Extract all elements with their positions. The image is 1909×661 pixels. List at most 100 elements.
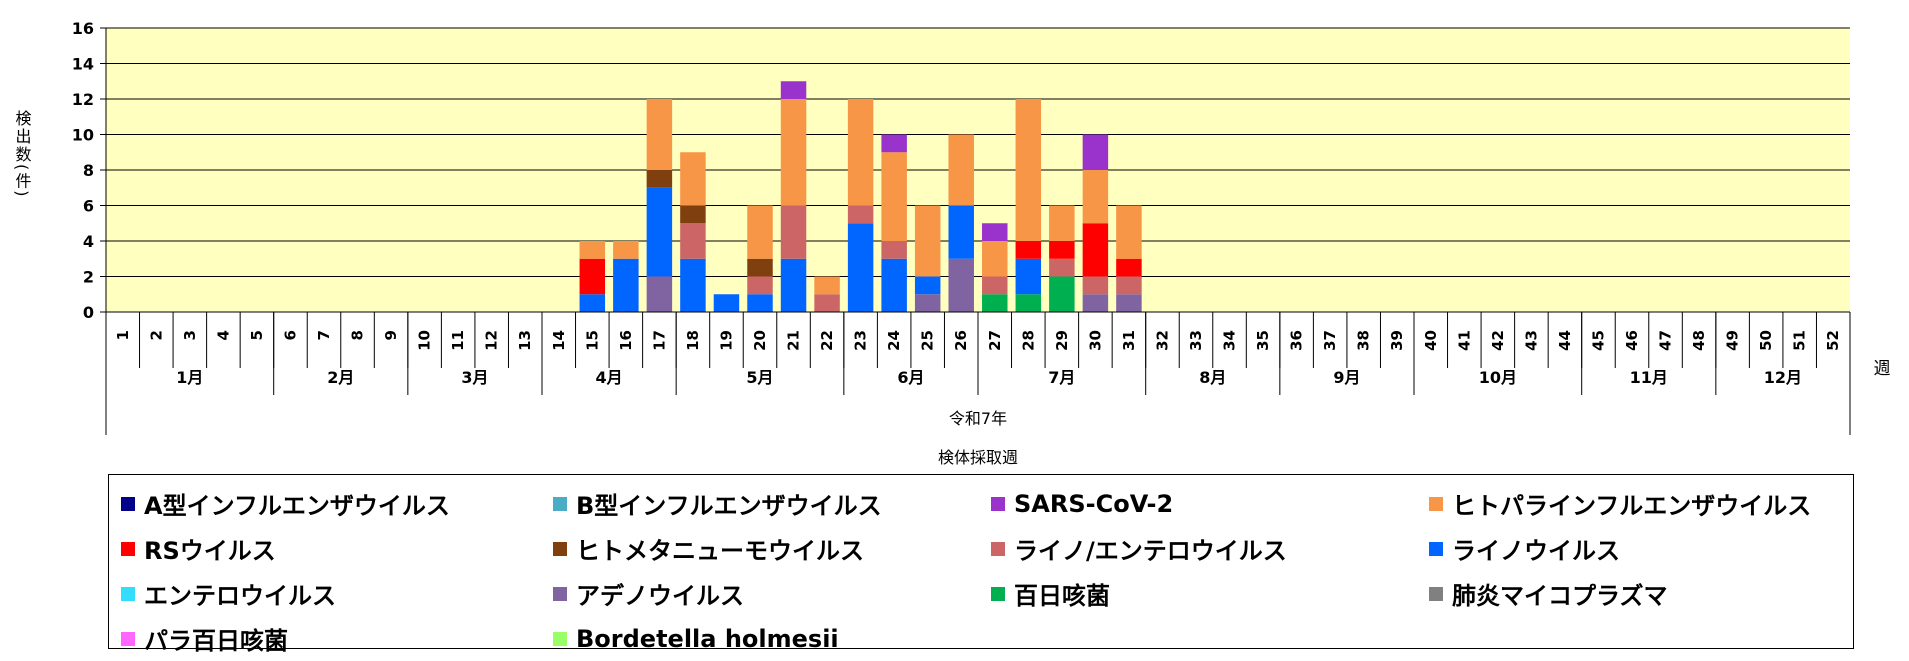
bar-segment [814, 276, 840, 295]
bar-segment [982, 223, 1008, 241]
week-tick-label: 43 [1522, 330, 1540, 351]
y-tick-label: 6 [83, 197, 94, 216]
week-tick-label: 20 [751, 330, 769, 351]
bars [579, 81, 1142, 312]
month-label: 11月 [1630, 368, 1668, 387]
legend-grid: A型インフルエンザウイルス B型インフルエンザウイルス SARS-CoV-2 ヒトパラ… [121, 481, 1853, 655]
month-label: 12月 [1764, 368, 1802, 387]
bar-segment [914, 294, 941, 312]
bar-segment [1116, 205, 1142, 259]
week-tick-label: 19 [717, 330, 735, 351]
legend-swatch [553, 496, 567, 511]
bar-segment [948, 205, 974, 259]
legend-label: RSウイルス [144, 537, 276, 565]
week-tick-label: 32 [1153, 330, 1171, 351]
month-label: 8月 [1199, 368, 1226, 387]
legend-label: パラ百日咳菌 [144, 627, 288, 655]
week-tick-label: 38 [1355, 330, 1373, 351]
legend-item: エンテロウイルス [121, 571, 553, 616]
legend-item: パラ百日咳菌 [121, 616, 553, 661]
week-tick-label: 48 [1690, 330, 1708, 351]
bar-segment [747, 294, 773, 312]
month-label: 10月 [1479, 368, 1517, 387]
legend-item: A型インフルエンザウイルス [121, 481, 553, 526]
bar-segment [747, 258, 773, 277]
bar-segment [847, 99, 874, 206]
week-tick-label: 23 [852, 330, 870, 351]
y-tick-label: 14 [72, 55, 94, 74]
week-tick-label: 10 [416, 330, 434, 351]
bar-segment [914, 205, 941, 277]
legend-swatch [121, 541, 135, 556]
week-tick-label: 51 [1791, 330, 1809, 351]
bar-segment [1015, 258, 1042, 295]
week-tick-label: 46 [1623, 330, 1641, 351]
week-tick-label: 41 [1455, 330, 1473, 351]
legend-swatch [553, 541, 567, 556]
week-tick-label: 31 [1120, 330, 1138, 351]
week-tick-label: 4 [214, 330, 232, 340]
y-axis-label: 検出数(件) [13, 110, 32, 198]
x-axis-unit: 週 [1874, 359, 1891, 379]
bar-segment [613, 241, 639, 259]
bar-segment [982, 241, 1008, 277]
week-tick-label: 21 [785, 330, 803, 351]
bar-segment [881, 152, 907, 241]
week-tick-label: 30 [1086, 330, 1104, 351]
legend-item: ライノウイルス [1429, 526, 1849, 571]
legend: A型インフルエンザウイルス B型インフルエンザウイルス SARS-CoV-2 ヒトパラ… [108, 474, 1854, 655]
week-tick-label: 6 [281, 330, 299, 340]
era-label: 令和7年 [949, 409, 1007, 428]
bar-segment [780, 81, 807, 99]
week-tick-label: 8 [349, 330, 367, 340]
legend-item: 百日咳菌 [991, 571, 1429, 616]
bar-segment [1015, 294, 1042, 312]
legend-item: ヒトメタニューモウイルス [553, 526, 991, 571]
week-tick-label: 33 [1187, 330, 1205, 351]
bar-segment [579, 258, 606, 295]
bar-segment [747, 205, 773, 259]
bar-segment [780, 258, 807, 312]
y-tick-label: 10 [72, 126, 94, 145]
week-tick-label: 26 [952, 330, 970, 351]
week-tick-label: 2 [147, 330, 165, 340]
bar-segment [1049, 276, 1075, 312]
bar-segment [680, 223, 706, 259]
bar-segment [847, 223, 874, 312]
month-label: 7月 [1048, 368, 1075, 387]
bar-segment [1082, 170, 1109, 224]
legend-swatch [553, 586, 567, 601]
week-tick-label: 3 [181, 330, 199, 340]
legend-swatch [1429, 541, 1443, 556]
y-tick-label: 16 [72, 19, 94, 38]
bar-segment [646, 187, 673, 277]
week-tick-label: 45 [1589, 330, 1607, 351]
bar-segment [780, 205, 807, 259]
x-axis-label: 検体採取週 [938, 448, 1018, 467]
month-label: 2月 [327, 368, 354, 387]
bar-segment [646, 276, 673, 312]
week-tick-label: 29 [1053, 330, 1071, 351]
bar-segment [1116, 276, 1142, 295]
bar-segment [881, 134, 907, 153]
week-tick-label: 18 [684, 330, 702, 351]
week-tick-label: 11 [449, 330, 467, 351]
week-tick-label: 35 [1254, 330, 1272, 351]
bar-segment [579, 241, 606, 259]
bar-segment [713, 294, 740, 312]
bar-segment [646, 170, 673, 188]
legend-item: SARS-CoV-2 [991, 481, 1429, 526]
week-tick-label: 40 [1422, 330, 1440, 351]
legend-item: Bordetella holmesii [553, 616, 991, 661]
week-tick-label: 17 [650, 330, 668, 351]
month-label: 6月 [897, 368, 924, 387]
week-tick-label: 24 [885, 330, 903, 351]
bar-segment [1015, 99, 1042, 241]
legend-label: ライノウイルス [1452, 537, 1620, 565]
legend-label: アデノウイルス [576, 582, 744, 610]
legend-swatch [121, 496, 135, 511]
legend-item: アデノウイルス [553, 571, 991, 616]
legend-label: ライノ/エンテロウイルス [1014, 537, 1287, 565]
y-tick-label: 8 [83, 161, 94, 180]
